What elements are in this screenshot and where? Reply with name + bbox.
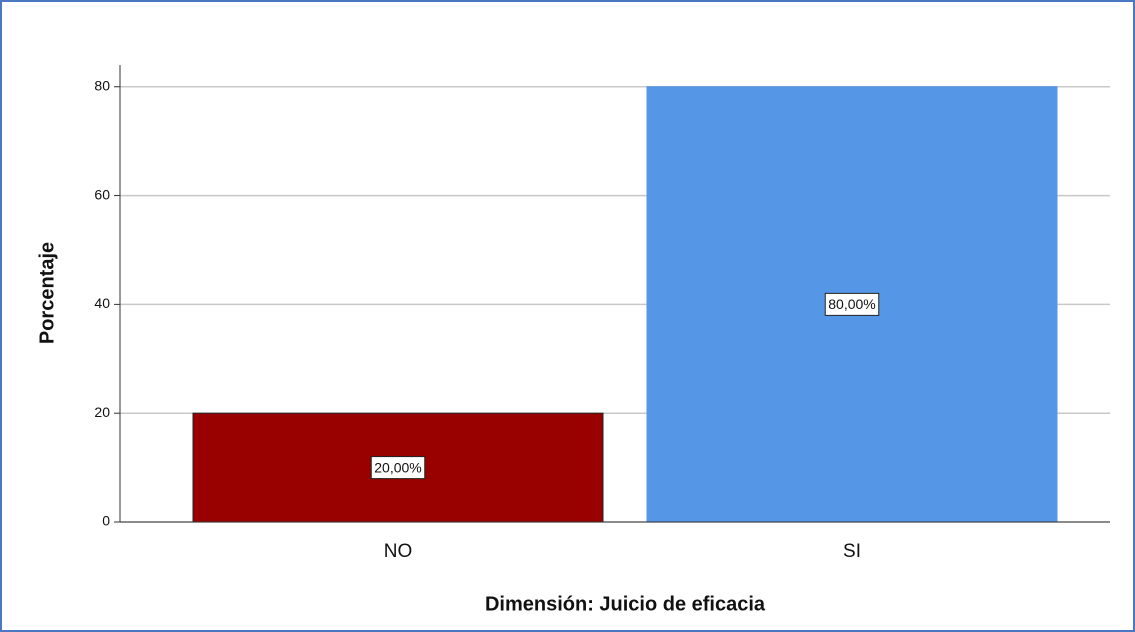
x-tick-label: SI <box>843 541 861 562</box>
y-tick-label: 40 <box>94 295 110 311</box>
x-axis-title: Dimensión: Juicio de eficacia <box>485 593 766 615</box>
y-axis-title: Porcentaje <box>36 242 58 344</box>
value-label: 80,00% <box>828 296 875 312</box>
y-tick-label: 80 <box>94 77 110 93</box>
value-label-box <box>824 292 880 316</box>
y-tick-label: 20 <box>94 404 110 420</box>
value-label-box <box>370 456 426 480</box>
y-tick-label: 60 <box>94 186 110 202</box>
x-tick-label: NO <box>384 541 413 562</box>
y-tick-label: 0 <box>102 513 110 529</box>
value-label: 20,00% <box>374 459 421 475</box>
